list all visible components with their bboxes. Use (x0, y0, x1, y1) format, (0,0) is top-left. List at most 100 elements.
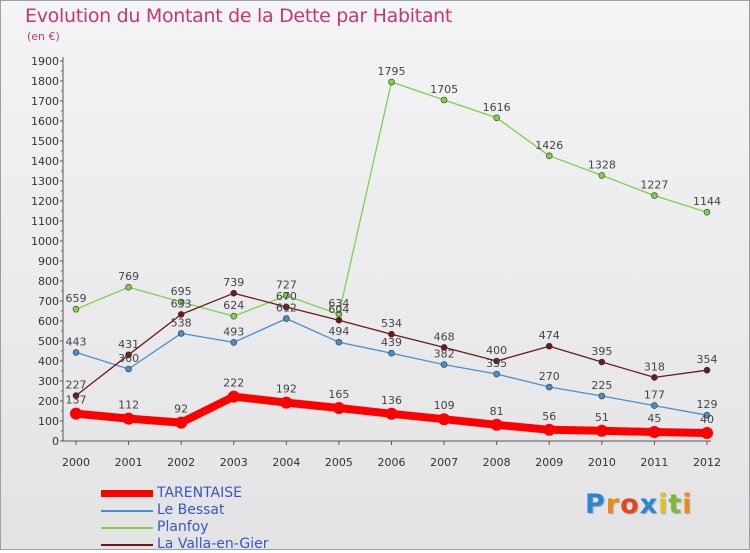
data-label: 270 (539, 370, 560, 383)
data-label: 534 (381, 317, 402, 330)
logo-letter: P (585, 489, 606, 520)
data-label: 81 (490, 405, 504, 418)
data-label: 222 (223, 377, 244, 390)
data-label: 431 (118, 338, 139, 351)
y-tick-label: 700 (38, 295, 59, 308)
data-point (332, 402, 345, 414)
data-label: 439 (381, 336, 402, 349)
legend-label: La Valla-en-Gier (157, 536, 269, 552)
data-label: 769 (118, 270, 139, 283)
data-point (651, 374, 658, 381)
data-point (598, 358, 606, 366)
data-point (72, 392, 80, 399)
data-label: 45 (647, 412, 661, 425)
y-tick-label: 1500 (31, 135, 59, 148)
data-label: 538 (171, 316, 192, 329)
data-label: 604 (328, 303, 349, 316)
data-label: 177 (644, 389, 665, 402)
y-tick-label: 500 (38, 335, 59, 348)
x-tick-label: 2011 (640, 456, 668, 469)
data-label: 739 (223, 276, 244, 289)
axes: 0 100 200 300 400 500 600 700 800 900 1000 1100 1200… (31, 55, 721, 469)
data-point (651, 402, 658, 409)
x-tick-label: 2008 (483, 456, 511, 469)
legend-swatch (101, 510, 153, 512)
data-point (72, 349, 80, 356)
data-labels: 443 360 538 493 612 494 439 382 335 270 225 177 129 6… (66, 65, 722, 426)
data-point (283, 315, 290, 322)
data-label: 137 (66, 394, 87, 407)
data-point (703, 208, 711, 216)
x-tick-label: 2012 (693, 456, 721, 469)
data-label: 1426 (535, 139, 563, 152)
data-label: 612 (276, 302, 297, 315)
y-tick-label: 300 (38, 375, 59, 388)
y-tick-label: 100 (38, 415, 59, 428)
data-point (440, 361, 448, 368)
data-point (283, 292, 290, 299)
data-point (598, 392, 606, 400)
data-label: 400 (486, 344, 507, 357)
logo-letter: r (605, 489, 621, 520)
x-tick-label: 2007 (430, 456, 458, 469)
data-label: 1795 (378, 65, 406, 78)
data-point (177, 311, 185, 318)
data-point (440, 344, 448, 351)
data-point (545, 152, 553, 160)
y-tick-label: 0 (52, 435, 59, 448)
data-label: 192 (276, 383, 297, 396)
data-point (595, 424, 608, 437)
legend-label: Le Bessat (157, 502, 225, 518)
data-point (493, 370, 500, 378)
data-point (125, 283, 132, 291)
data-label: 727 (276, 279, 297, 292)
x-tick-label: 2002 (167, 456, 195, 469)
data-label: 354 (697, 353, 718, 366)
data-point (493, 114, 500, 122)
logo-letter: t (668, 489, 683, 520)
data-point (125, 365, 132, 373)
data-label: 136 (381, 394, 402, 407)
data-point (703, 366, 711, 374)
data-point (493, 357, 500, 365)
y-tick-label: 900 (38, 255, 59, 268)
data-point (440, 96, 448, 104)
data-point (545, 383, 553, 391)
data-point (335, 338, 343, 346)
x-tick-label: 2005 (325, 456, 353, 469)
chart-title: Evolution du Montant de la Dette par Hab… (25, 5, 453, 27)
legend-swatch (101, 544, 153, 546)
data-label: 395 (591, 345, 612, 358)
series-lines (70, 78, 713, 439)
data-point (438, 413, 451, 426)
x-tick-label: 2006 (378, 456, 406, 469)
data-point (175, 416, 188, 429)
data-label: 109 (434, 399, 455, 412)
data-point (177, 330, 185, 337)
data-label: 493 (223, 325, 244, 338)
x-tick-label: 2009 (535, 456, 563, 469)
y-tick-label: 1400 (31, 155, 59, 168)
data-point (651, 192, 658, 199)
logo-letter: i (682, 489, 693, 520)
legend-swatch (101, 527, 153, 529)
data-label: 1616 (483, 101, 511, 114)
y-tick-label: 200 (38, 395, 59, 408)
legend-swatch (101, 490, 153, 497)
data-point (70, 407, 82, 420)
y-tick-label: 1800 (31, 75, 59, 88)
legend-label: TARENTAISE (157, 485, 242, 501)
data-point (598, 172, 606, 179)
data-point (703, 411, 711, 419)
y-tick-label: 1900 (31, 55, 59, 68)
data-label: 633 (171, 297, 192, 310)
data-point (545, 342, 553, 350)
data-label: 382 (434, 348, 455, 361)
data-label: 659 (66, 292, 87, 305)
data-label: 1227 (640, 179, 668, 192)
y-tick-label: 1700 (31, 95, 59, 108)
data-label: 634 (328, 297, 349, 310)
data-label: 360 (118, 352, 139, 365)
x-tick-label: 2000 (62, 456, 90, 469)
